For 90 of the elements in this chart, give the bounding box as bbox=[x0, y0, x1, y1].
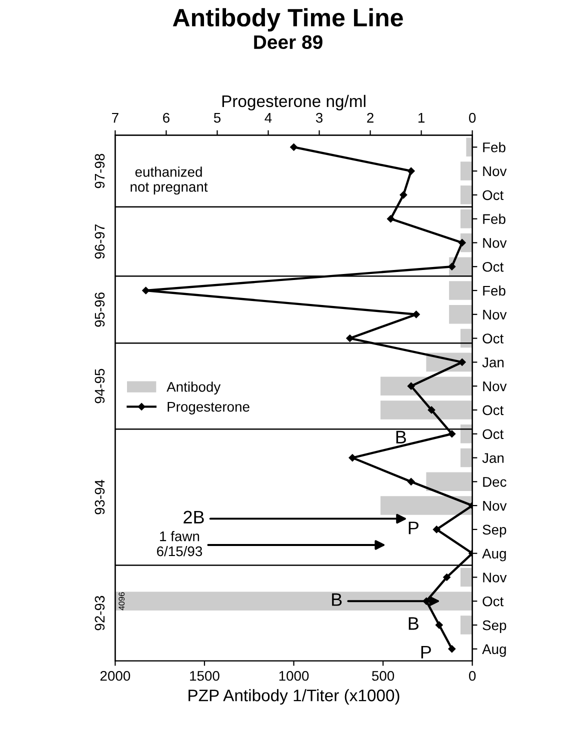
point bbox=[448, 262, 456, 270]
chart-title: Antibody Time Line bbox=[172, 8, 403, 32]
text: 94-95 bbox=[94, 368, 105, 404]
point bbox=[428, 406, 436, 414]
x-axis-title: PZP Antibody 1/Titer (x1000) bbox=[188, 689, 400, 705]
annotation: 2B bbox=[184, 510, 204, 524]
point bbox=[422, 598, 430, 605]
text: 92-93 bbox=[94, 596, 105, 630]
bar bbox=[380, 376, 472, 396]
y-tick-label: Aug bbox=[482, 644, 506, 657]
x2-tick-label: 3 bbox=[316, 112, 323, 123]
y-tick-label: Oct bbox=[482, 262, 504, 272]
x2-tick-label: 2 bbox=[367, 112, 374, 123]
y-tick-label: Oct bbox=[482, 190, 504, 200]
bar bbox=[460, 568, 472, 587]
point bbox=[448, 645, 456, 653]
y-tick-label: Oct bbox=[482, 596, 504, 606]
point bbox=[290, 143, 298, 151]
annotation: B bbox=[332, 593, 342, 606]
bar bbox=[460, 424, 472, 444]
y-tick-label: Feb bbox=[483, 142, 506, 152]
x2-tick-label: 6 bbox=[163, 112, 170, 123]
bar bbox=[460, 209, 472, 228]
point bbox=[448, 430, 456, 438]
y-tick-label: Nov bbox=[483, 501, 507, 511]
bar bbox=[460, 328, 472, 348]
y-tick-label: Jan bbox=[482, 453, 504, 463]
bar bbox=[460, 448, 472, 468]
chart-subtitle: Deer 89 bbox=[254, 35, 322, 50]
point bbox=[407, 478, 415, 486]
point bbox=[443, 574, 450, 581]
bar bbox=[449, 305, 472, 324]
bar bbox=[460, 162, 472, 180]
point bbox=[142, 286, 150, 294]
text: 97-98 bbox=[94, 154, 105, 188]
y-tick-label: Nov bbox=[483, 572, 507, 582]
annotation: 4096 bbox=[118, 592, 125, 610]
point bbox=[400, 191, 408, 199]
legend-label: Progesterone bbox=[168, 402, 250, 414]
bar bbox=[449, 281, 472, 300]
x-tick-label: 2000 bbox=[100, 670, 130, 681]
y-tick-label: Feb bbox=[483, 285, 506, 296]
text: 96-97 bbox=[94, 224, 105, 259]
annotation: B bbox=[408, 617, 418, 630]
x2-tick-label: 5 bbox=[214, 113, 221, 123]
x2-tick-label: 4 bbox=[264, 113, 272, 123]
y-tick-label: Nov bbox=[483, 238, 507, 248]
text: 93-94 bbox=[94, 480, 105, 514]
y-tick-label: Nov bbox=[483, 382, 507, 392]
x-tick-label: 500 bbox=[372, 670, 394, 681]
y-tick-label: Oct bbox=[482, 334, 504, 344]
y-tick-label: Oct bbox=[482, 429, 504, 440]
bar bbox=[426, 472, 472, 492]
bar bbox=[380, 496, 472, 515]
x2-tick-label: 7 bbox=[112, 113, 118, 123]
y-tick-label: Sep bbox=[482, 620, 506, 633]
bar bbox=[460, 616, 472, 634]
annotation: 1 fawn 6/15/93 bbox=[157, 531, 202, 556]
y-tick-label: Sep bbox=[482, 524, 506, 538]
bar bbox=[466, 138, 472, 157]
legend-label: Antibody bbox=[166, 382, 221, 395]
point bbox=[412, 310, 420, 318]
x-tick-label: 1500 bbox=[190, 670, 220, 681]
text: 95-96 bbox=[94, 292, 105, 327]
point bbox=[407, 382, 415, 390]
annotation: P bbox=[408, 522, 418, 534]
y-tick-label: Aug bbox=[482, 548, 506, 562]
bar bbox=[380, 400, 472, 420]
x2-tick-label: 0 bbox=[469, 112, 476, 123]
y-tick-label: Nov bbox=[483, 166, 507, 176]
bar bbox=[460, 186, 472, 204]
x2-axis-title: Progesterone ng/ml bbox=[222, 94, 366, 110]
y-tick-label: Jan bbox=[482, 358, 504, 368]
point bbox=[387, 215, 394, 222]
point bbox=[458, 239, 466, 246]
point bbox=[458, 358, 466, 366]
bar bbox=[115, 592, 472, 611]
x-tick-label: 1000 bbox=[279, 670, 309, 681]
point bbox=[432, 526, 440, 534]
point bbox=[436, 621, 443, 629]
annotation: P bbox=[421, 646, 431, 658]
y-tick-label: Nov bbox=[483, 310, 507, 320]
x2-tick-label: 1 bbox=[418, 113, 424, 123]
y-tick-label: Feb bbox=[483, 214, 506, 224]
annotation: B bbox=[396, 430, 406, 444]
annotation: euthanized not pregnant bbox=[130, 166, 208, 195]
y-tick-label: Dec bbox=[483, 477, 506, 487]
x-tick-label: 0 bbox=[469, 670, 476, 681]
y-tick-label: Oct bbox=[482, 405, 504, 416]
point bbox=[407, 167, 415, 175]
